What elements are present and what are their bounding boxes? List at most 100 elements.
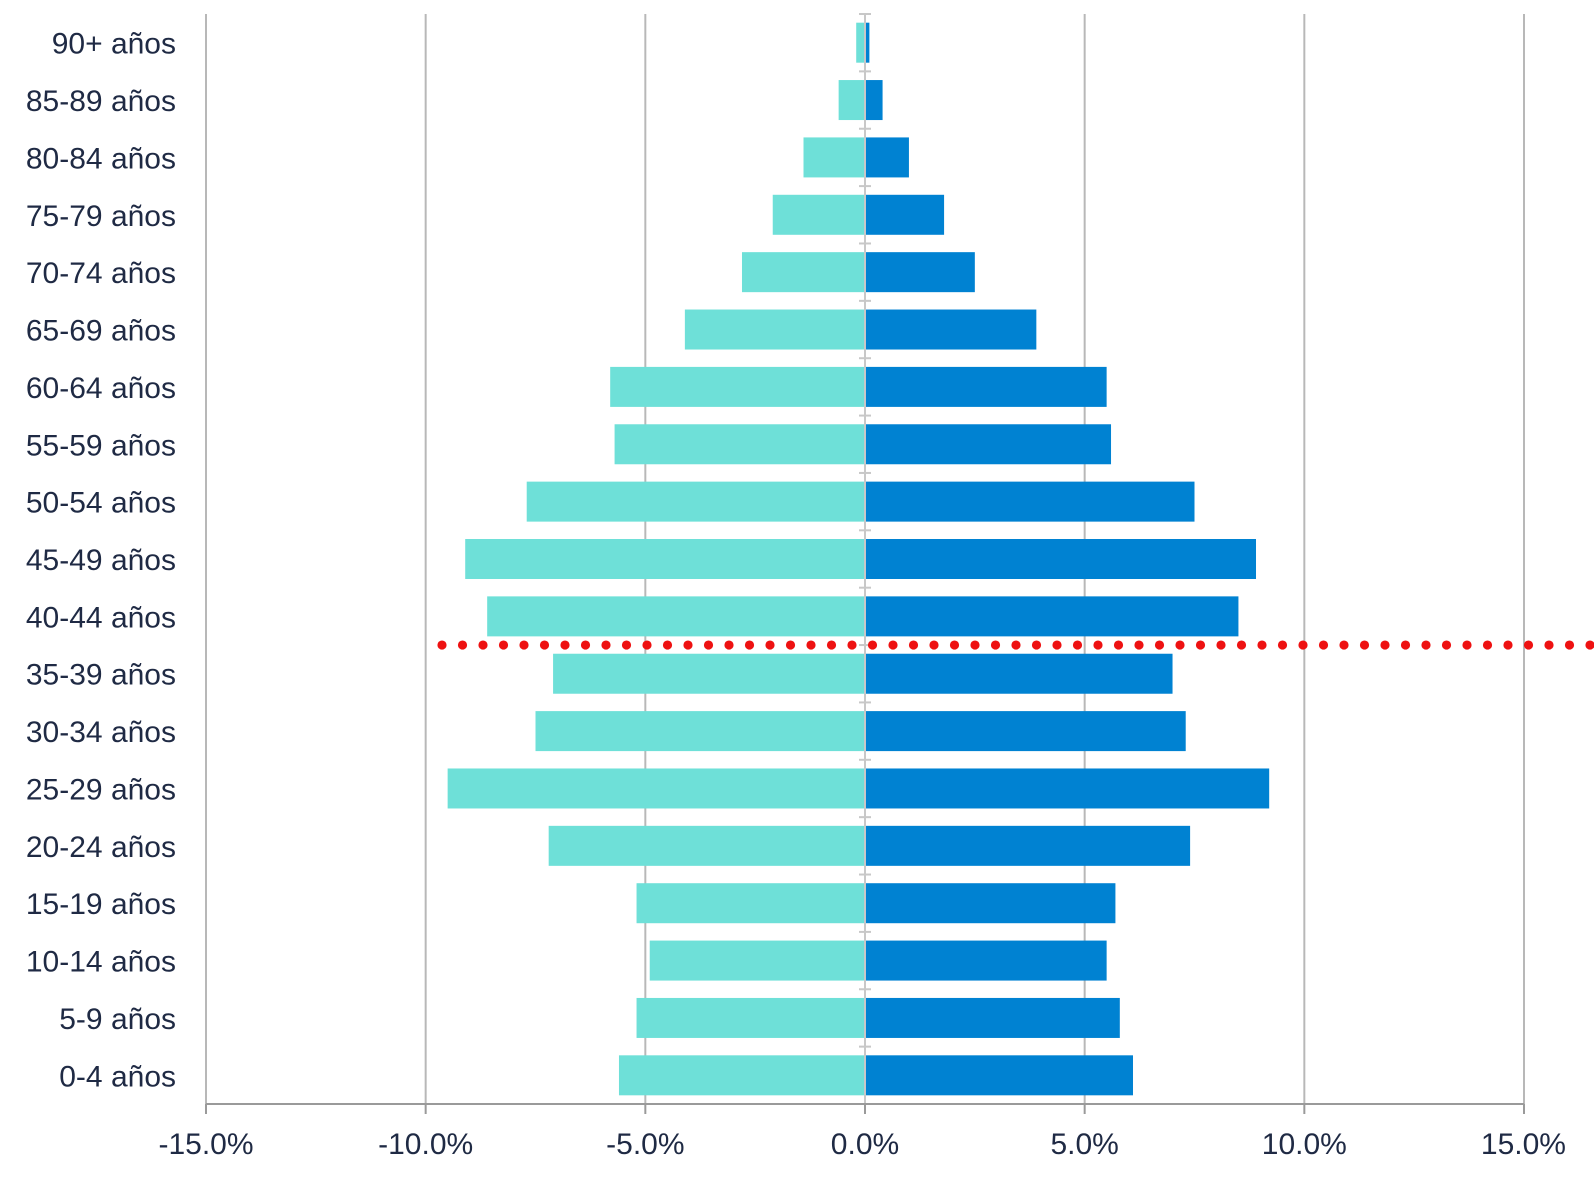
bar-left-1 [838,80,865,121]
annotation-dot-45 [1359,640,1370,650]
annotation-dot-12 [683,640,693,650]
annotation-dot-21 [867,640,878,650]
bar-left-10 [487,596,865,637]
bar-left-4 [741,252,865,293]
bar-left-6 [610,366,865,407]
annotation-dot-30 [1052,640,1062,650]
annotation-dot-1 [457,640,468,650]
bar-right-9 [865,539,1257,579]
category-label-16: 10-14 años [26,946,176,979]
annotation-dot-43 [1318,640,1329,650]
annotation-dot-34 [1134,640,1144,650]
annotation-dot-40 [1257,640,1267,650]
category-label-0: 90+ años [52,28,176,61]
bar-left-7 [614,424,865,465]
category-label-11: 35-39 años [26,659,176,692]
annotation-dot-47 [1400,640,1411,650]
x-tick-label-6: 15.0% [1481,1128,1566,1161]
category-label-7: 55-59 años [26,429,176,462]
annotation-dot-53 [1523,640,1534,650]
bar-left-2 [803,137,865,178]
annotation-dot-3 [498,640,509,650]
annotation-dot-6 [560,640,570,650]
annotation-dot-33 [1113,640,1124,650]
bar-right-12 [865,711,1186,752]
annotation-dot-17 [785,640,796,650]
annotation-dot-27 [990,640,1001,650]
annotation-dot-18 [806,640,816,650]
bar-left-13 [447,768,865,809]
bar-right-6 [865,366,1107,407]
bar-left-3 [772,194,865,235]
annotation-dot-49 [1441,640,1452,650]
bar-right-16 [865,940,1107,981]
annotation-dot-9 [621,640,632,650]
annotation-dot-19 [826,640,837,650]
bar-left-15 [636,883,865,924]
category-label-1: 85-89 años [26,85,176,118]
category-label-14: 20-24 años [26,831,176,864]
annotation-dot-38 [1216,640,1226,650]
annotation-dot-50 [1462,640,1472,650]
bar-right-8 [865,481,1195,522]
annotation-dot-0 [437,640,447,650]
annotation-dot-32 [1093,640,1103,650]
bar-right-10 [865,596,1239,637]
bar-left-5 [684,309,865,350]
annotation-dot-39 [1236,640,1247,650]
annotation-dot-24 [929,640,939,650]
annotation-dot-54 [1544,640,1554,650]
bar-right-5 [865,309,1037,350]
x-tick-label-5: 10.0% [1262,1128,1347,1161]
bar-right-11 [865,653,1173,694]
annotation-dot-36 [1175,640,1185,650]
bar-right-7 [865,424,1112,465]
annotation-dot-25 [949,640,960,650]
x-tick-label-1: -10.0% [378,1128,473,1161]
category-label-15: 15-19 años [26,888,176,921]
bar-left-11 [553,653,865,694]
category-label-9: 45-49 años [26,544,176,577]
category-label-6: 60-64 años [26,372,176,405]
category-label-8: 50-54 años [26,487,176,520]
bar-right-15 [865,883,1116,924]
annotation-dot-48 [1421,640,1431,650]
red-dotted-annotation-line [437,640,1594,650]
annotation-dot-29 [1031,640,1042,650]
annotation-dot-14 [724,640,734,650]
x-tick-label-0: -15.0% [158,1128,253,1161]
bar-right-4 [865,252,975,293]
category-label-3: 75-79 años [26,200,176,233]
bar-left-8 [526,481,865,522]
annotation-dot-52 [1503,640,1513,650]
bar-left-17 [636,997,865,1038]
category-label-18: 0-4 años [59,1060,176,1093]
annotation-dot-26 [970,640,980,650]
category-label-17: 5-9 años [59,1003,176,1036]
x-tick-label-4: 5.0% [1050,1128,1118,1161]
category-label-10: 40-44 años [26,601,176,634]
bar-right-17 [865,997,1120,1038]
annotation-dot-31 [1072,640,1083,650]
annotation-dot-44 [1339,640,1349,650]
annotation-dot-35 [1154,640,1165,650]
annotation-dot-11 [662,640,673,650]
annotation-dot-37 [1195,640,1206,650]
bar-right-1 [865,80,883,121]
bar-right-0 [865,22,870,63]
bar-right-2 [865,137,909,178]
bar-right-3 [865,194,945,235]
annotation-dot-2 [478,640,488,650]
x-tick-label-3: 0.0% [831,1128,899,1161]
annotation-dot-5 [539,640,550,650]
annotation-dot-22 [888,640,898,650]
annotation-dot-20 [847,640,857,650]
category-label-12: 30-34 años [26,716,176,749]
annotation-dot-15 [744,640,755,650]
annotation-dot-4 [519,640,529,650]
annotation-dot-8 [601,640,611,650]
bar-left-18 [618,1055,865,1096]
annotation-dot-46 [1380,640,1390,650]
